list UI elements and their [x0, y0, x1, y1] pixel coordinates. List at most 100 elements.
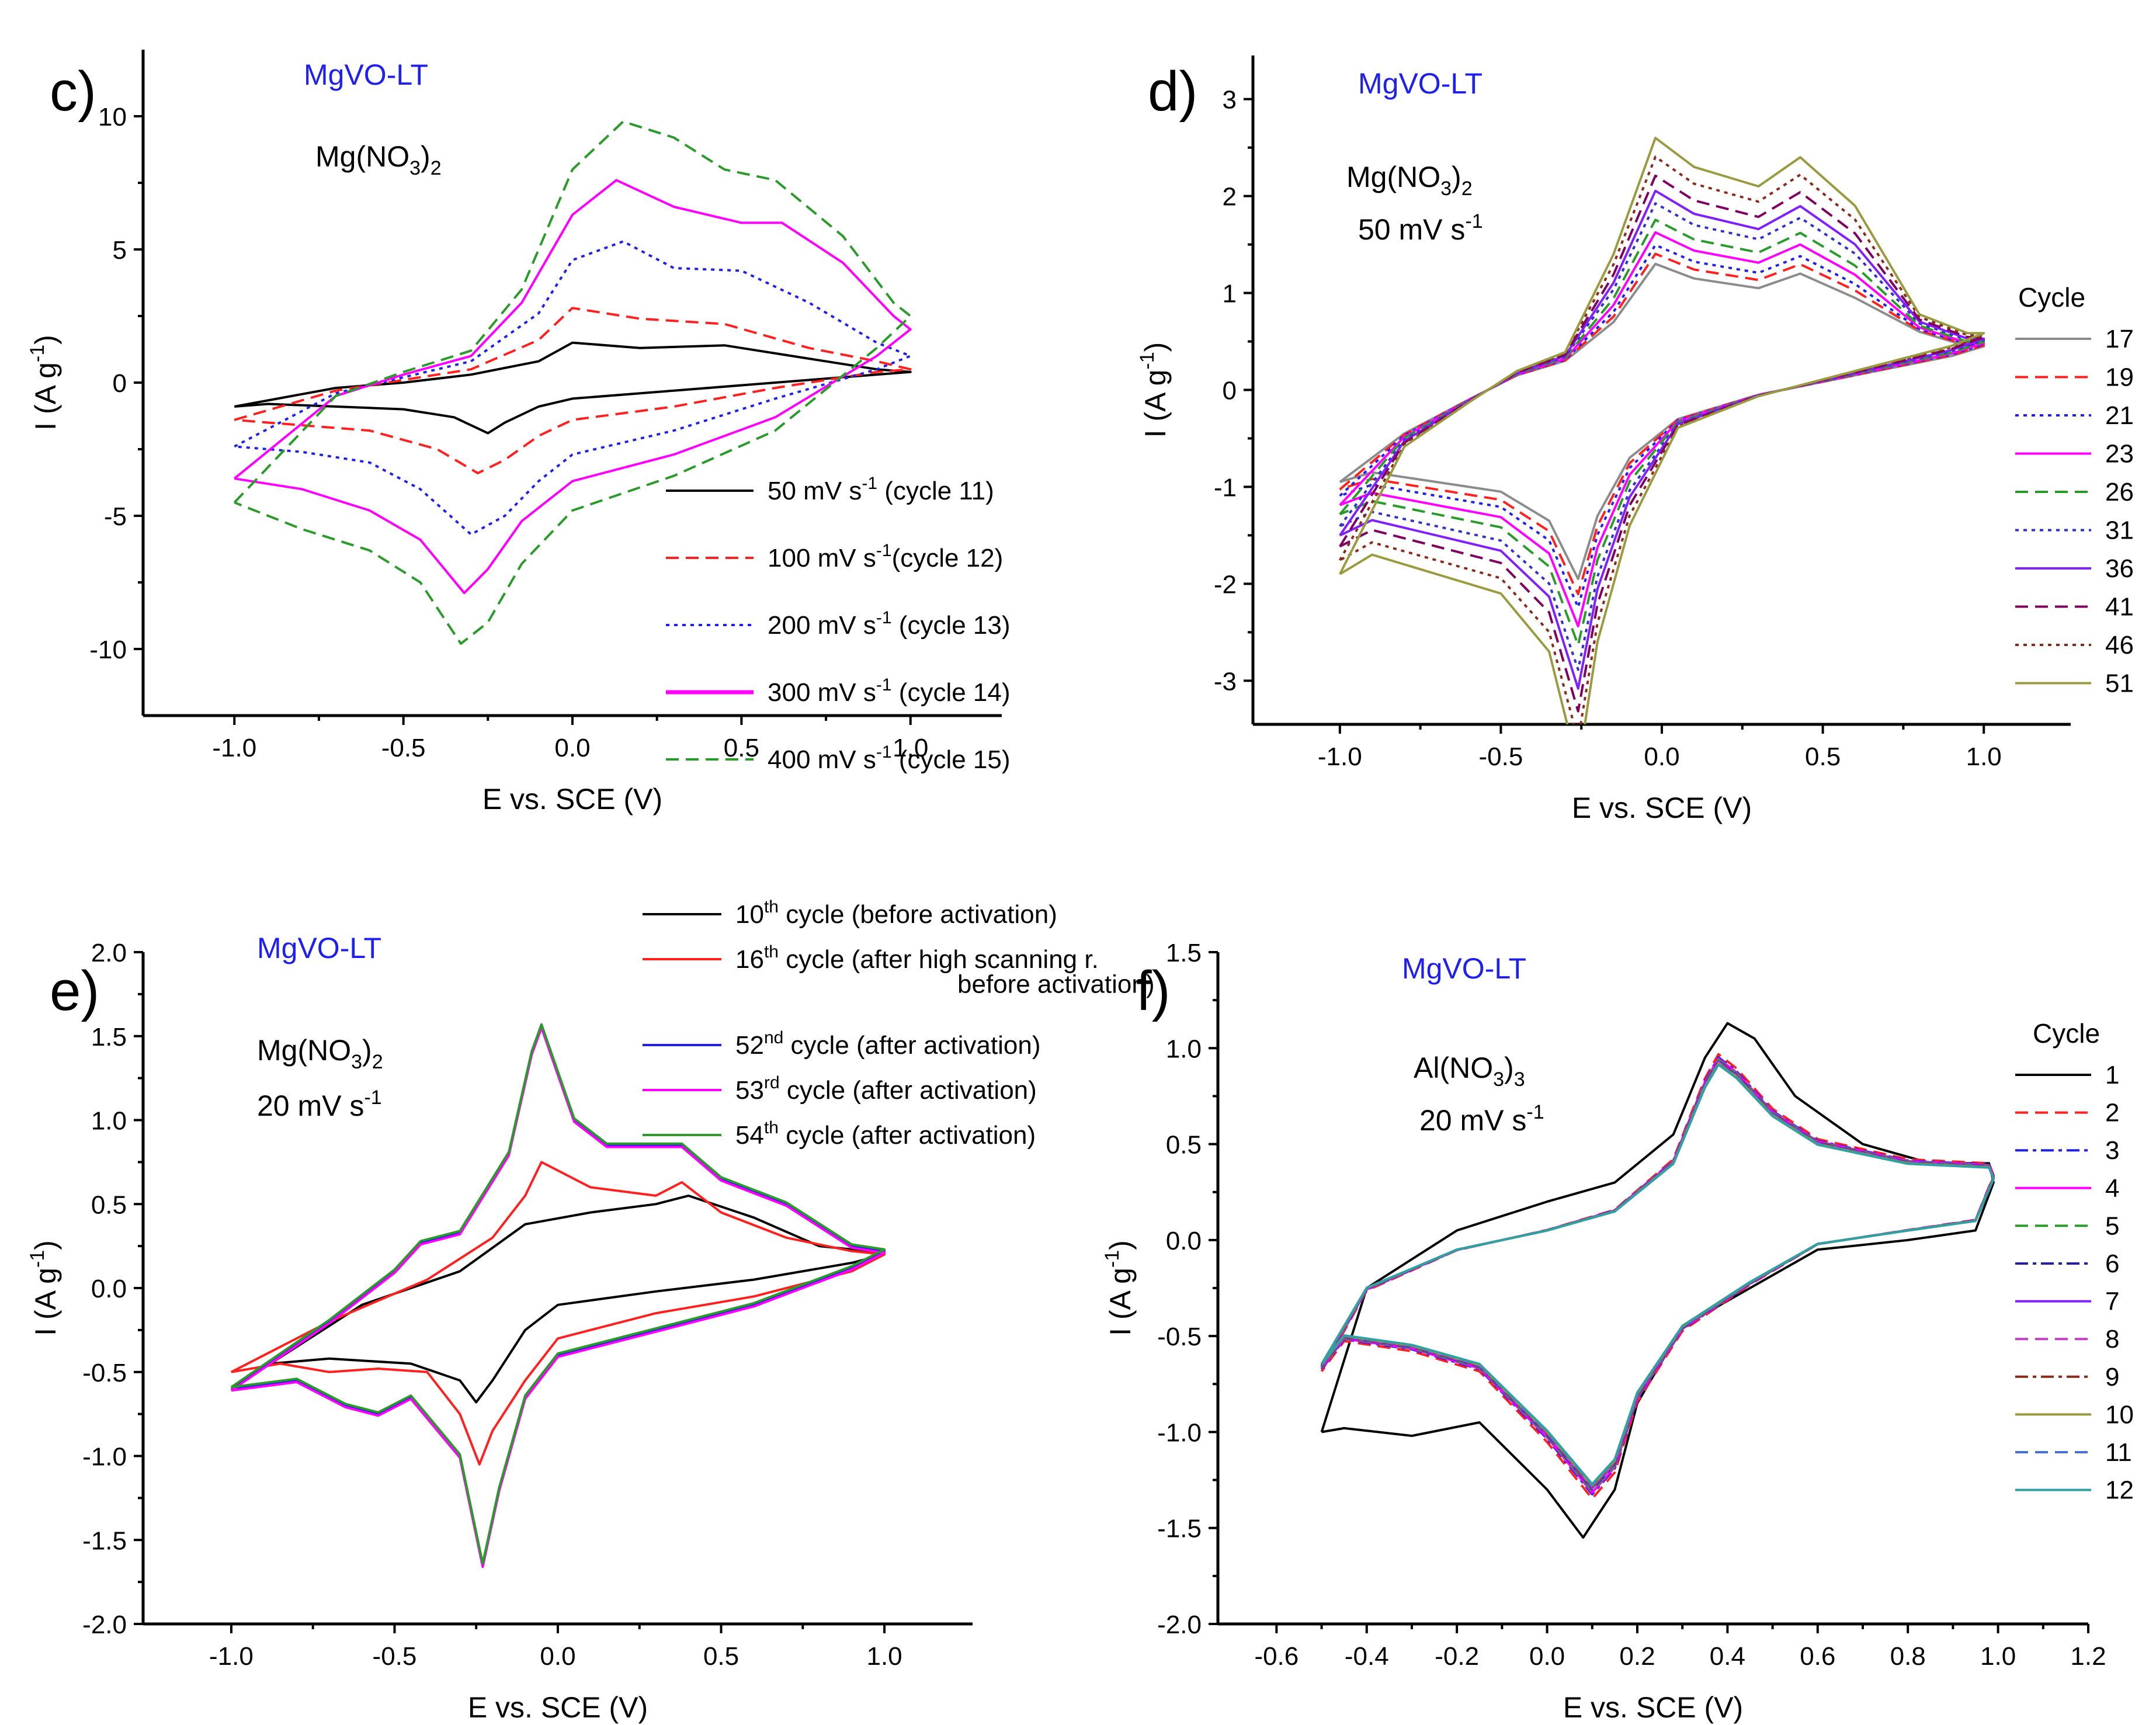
electrolyte-paren: ) — [1504, 1051, 1514, 1084]
legend-label: 26 — [2105, 478, 2134, 506]
electrolyte-sub: 3 — [1440, 178, 1452, 200]
series-line-54th — [230, 1023, 886, 1565]
y-tick-label: 0.0 — [91, 1275, 127, 1303]
legend-label: 12 — [2105, 1476, 2134, 1505]
y-axis-title-sup: -1 — [26, 1250, 48, 1268]
y-tick-label: -1.5 — [1157, 1515, 1202, 1543]
legend-label-tail: cycle (after high scanning r. — [779, 945, 1099, 974]
series-line-16th — [230, 1161, 886, 1466]
material-label: MgVO-LT — [304, 58, 428, 91]
series-line-300 — [234, 179, 912, 595]
legend-label: 7 — [2105, 1287, 2119, 1316]
electrolyte-sub2: 2 — [372, 1051, 383, 1073]
x-tick-label: -0.5 — [381, 734, 426, 762]
y-axis-title: I (A g-1) — [26, 1240, 62, 1336]
legend-label: 2 — [2105, 1099, 2119, 1127]
legend: 10th cycle (before activation) 16th cycle… — [643, 897, 1155, 1150]
panel-c: c) -1.0 -0.5 0.0 0.5 1.0 -10 -5 0 5 10 E vs. SCE (V… — [26, 50, 1011, 815]
series-line-400 — [233, 120, 912, 645]
electrolyte-label: Mg(NO3)2 — [315, 140, 442, 179]
y-tick-label: 1.5 — [1166, 939, 1202, 967]
y-axis-title-end: ) — [29, 335, 62, 345]
legend-title: Cycle — [2033, 1018, 2100, 1049]
legend-label: 21 — [2105, 401, 2134, 430]
legend-label: 52nd cycle (after activation) — [735, 1028, 1040, 1060]
legend-label-sup: -1 — [862, 474, 877, 493]
scan-rate-label: 50 mV s-1 — [1358, 210, 1483, 246]
legend-label: 400 mV s-1 (cycle 15) — [768, 742, 1011, 774]
legend-label: 300 mV s-1 (cycle 14) — [768, 675, 1011, 707]
electrolyte-paren: ) — [362, 1034, 372, 1067]
y-tick-label: 10 — [98, 103, 127, 131]
y-tick-label: 0.5 — [1166, 1131, 1202, 1160]
panel-label: c) — [50, 60, 96, 123]
legend-label-tail: cycle (after activation) — [780, 1076, 1037, 1105]
x-axis-title: E vs. SCE (V) — [1563, 1691, 1743, 1724]
series-line-50 — [234, 341, 912, 435]
x-axis-title: E vs. SCE (V) — [468, 1691, 648, 1724]
x-tick-label: 0.0 — [1644, 742, 1679, 771]
panel-label: f) — [1136, 960, 1171, 1022]
x-tick-label: 0.5 — [724, 734, 759, 762]
panel-label: d) — [1148, 60, 1197, 123]
scan-rate-label: 20 mV s-1 — [257, 1087, 382, 1122]
x-tick-label: -0.5 — [1478, 742, 1523, 771]
y-axis-title-end: ) — [1139, 342, 1172, 352]
legend-label: 16th cycle (after high scanning r. — [735, 942, 1099, 974]
y-tick-label: 5 — [113, 236, 127, 265]
x-tick-label: -1.0 — [1318, 742, 1362, 771]
legend-label: 11 — [2105, 1438, 2132, 1467]
x-tick-label: -0.5 — [373, 1642, 417, 1671]
legend-label-tail: cycle (after activation) — [779, 1121, 1036, 1150]
electrolyte-sub2: 2 — [1461, 178, 1473, 200]
x-tick-label: -0.2 — [1435, 1642, 1479, 1671]
material-label: MgVO-LT — [257, 932, 381, 964]
x-tick-label: 0.0 — [554, 734, 590, 762]
y-tick-label: -0.5 — [82, 1359, 127, 1387]
electrolyte-paren: ) — [1452, 161, 1461, 193]
x-tick-label: 1.0 — [1966, 742, 2002, 771]
x-tick-label: -1.0 — [209, 1642, 254, 1671]
legend-label-sup: -1 — [876, 675, 892, 695]
y-axis-title-sup: -1 — [1101, 1250, 1123, 1268]
scan-rate-sup: -1 — [364, 1087, 381, 1109]
y-tick-label: 0 — [1223, 377, 1237, 405]
legend-label: 46 — [2105, 631, 2134, 660]
series-line-1 — [1320, 1022, 1995, 1539]
scan-rate-sup: -1 — [1526, 1101, 1544, 1123]
y-axis-title-end: ) — [1104, 1240, 1137, 1250]
y-tick-label: 1.0 — [1166, 1035, 1202, 1063]
x-tick-label: 1.0 — [1980, 1642, 2016, 1671]
electrolyte-label: Mg(NO3)2 — [1346, 161, 1473, 200]
y-tick-label: 0.5 — [91, 1191, 127, 1219]
legend-label-tail: (cycle 14) — [892, 678, 1011, 707]
legend-label-line2: before activation) — [957, 970, 1155, 998]
series-line-21 — [1339, 244, 1985, 609]
x-tick-label: 0.2 — [1619, 1642, 1655, 1671]
y-axis-title-sup: -1 — [26, 345, 48, 362]
series-line-12 — [1320, 1063, 1995, 1485]
y-tick-label: 0 — [113, 369, 127, 398]
legend-label-sup: nd — [764, 1028, 783, 1047]
legend-label: 8 — [2105, 1325, 2119, 1353]
panel-f: f) -0.6 -0.4 -0.2 0.0 0.2 0.4 0.6 0.8 1.0 1.2 -2.0 -… — [1101, 939, 2134, 1724]
x-axis-title: E vs. SCE (V) — [482, 783, 662, 815]
legend-label: 53rd cycle (after activation) — [735, 1073, 1037, 1105]
y-axis-title-sup: -1 — [1136, 352, 1158, 369]
legend-label: 9 — [2105, 1363, 2119, 1391]
series-line-23 — [1339, 231, 1985, 627]
legend-label: 4 — [2105, 1174, 2119, 1203]
panel-e: e) -1.0 -0.5 0.0 0.5 1.0 -2.0 -1.5 -1.0 -0.5 0.0 0.… — [26, 897, 1155, 1724]
x-tick-label: 0.5 — [703, 1642, 739, 1671]
y-tick-label: 1.5 — [91, 1023, 127, 1051]
y-tick-label: -1.0 — [1157, 1418, 1202, 1447]
x-tick-label: 1.2 — [2070, 1642, 2106, 1671]
x-tick-label: 1.0 — [866, 1642, 902, 1671]
legend-label-tail: (cycle 15) — [892, 745, 1011, 774]
y-tick-label: 3 — [1223, 86, 1237, 114]
y-tick-label: 1 — [1223, 280, 1237, 308]
x-tick-label: 0.0 — [1529, 1642, 1565, 1671]
series-line-26 — [1339, 218, 1985, 647]
